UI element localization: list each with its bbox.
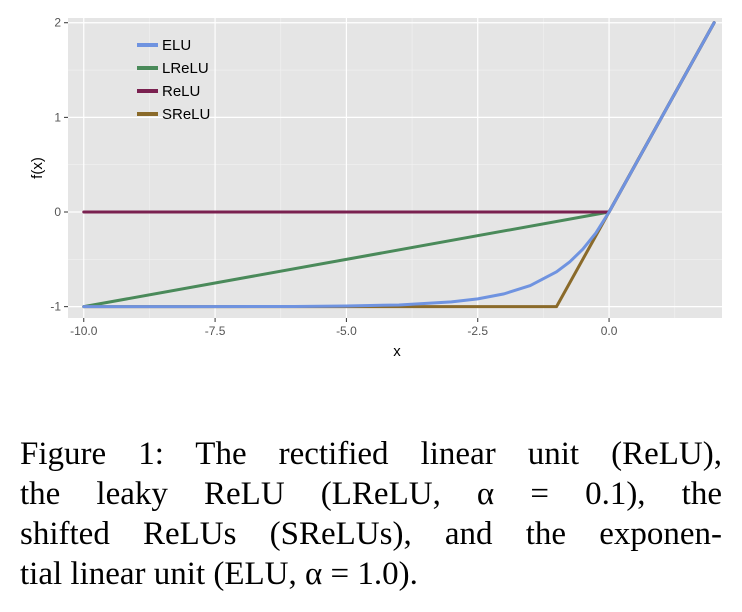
- y-tick-label: 1: [54, 110, 61, 124]
- y-tick-label: -1: [50, 300, 61, 314]
- legend: ELU LReLU ReLU SReLU: [137, 37, 210, 123]
- legend-label: ReLU: [162, 83, 200, 100]
- chart: -10.0 -7.5 -5.0 -2.5 0.0 -1 0 1 2 ELU LReLU ReLU SR…: [29, 16, 722, 360]
- y-axis-title: f(x): [29, 157, 46, 179]
- x-tick-label: -10.0: [70, 324, 98, 338]
- x-tick-label: -7.5: [205, 324, 226, 338]
- series-line-elu: [82, 21, 716, 309]
- x-axis-title: x: [393, 343, 401, 360]
- plot-background: [68, 18, 722, 318]
- caption-line: the leaky ReLU (LReLU, α = 0.1), the: [20, 476, 722, 512]
- caption-line: shifted ReLUs (SReLUs), and the exponen-: [20, 516, 722, 552]
- legend-label: ELU: [162, 37, 191, 54]
- caption-line: Figure 1: The rectified linear unit (ReL…: [20, 436, 722, 472]
- axes: -10.0 -7.5 -5.0 -2.5 0.0 -1 0 1 2: [50, 16, 617, 338]
- legend-label: LReLU: [162, 60, 209, 77]
- caption-line: tial linear unit (ELU, α = 1.0).: [20, 556, 418, 592]
- y-tick-label: 2: [54, 16, 61, 30]
- x-tick-label: -5.0: [336, 324, 357, 338]
- y-tick-label: 0: [54, 205, 61, 219]
- x-tick-label: -2.5: [467, 324, 488, 338]
- series-layer: [82, 21, 716, 309]
- x-tick-label: 0.0: [601, 324, 618, 338]
- figure-caption: Figure 1: The rectified linear unit (ReL…: [20, 434, 722, 594]
- legend-label: SReLU: [162, 106, 210, 123]
